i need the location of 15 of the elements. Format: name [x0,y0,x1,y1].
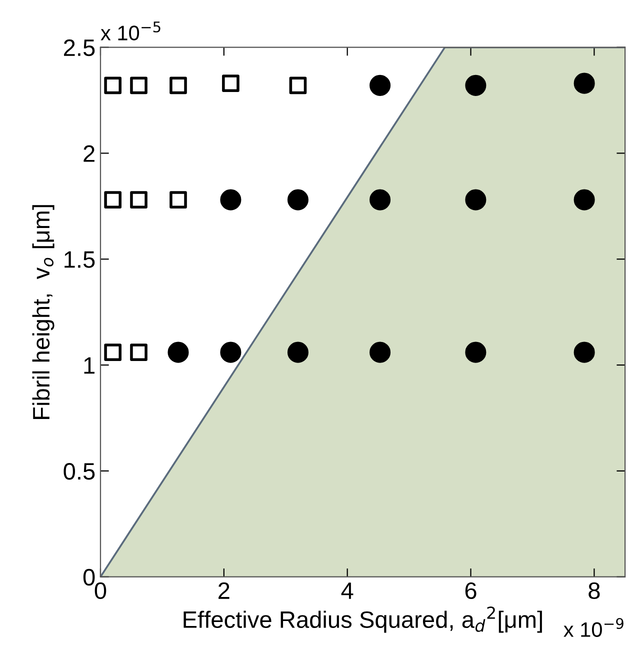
y-tick-label: 1.5 [64,251,95,268]
y-tick-label: 0.5 [64,463,95,480]
y-tick-label: 2 [84,145,94,162]
text: x 10$^{−9}$ [564,618,624,637]
x-tick-label: 0 [94,582,106,600]
x-tick-label: 8 [588,582,600,600]
x-tick-label: 6 [465,582,476,600]
x-tick-label: 4 [341,582,354,599]
y-tick-label: 0 [83,568,95,586]
x-tick-label: 2 [218,582,230,599]
text: x 10$^{−5}$ [100,22,160,40]
y-tick-label: 2.5 [64,39,95,56]
y-tick-label: 1 [84,357,94,374]
y-axis-title: Fibril height, v$_{o}$ [μm] [32,205,54,419]
x-axis-title: Effective Radius Squared, a$_{d}$$^{2}$[μm] [184,606,542,633]
